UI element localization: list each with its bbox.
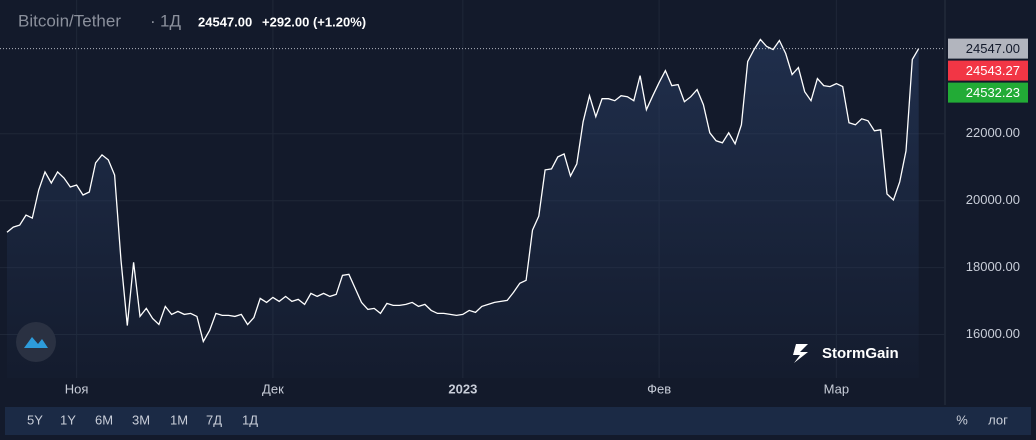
price-line	[6, 38, 920, 344]
range-button[interactable]: 1Д	[242, 412, 258, 427]
y-tick-label: 16000.00	[966, 326, 1020, 341]
y-tick-label: 22000.00	[966, 125, 1020, 140]
x-tick-label: Фев	[647, 381, 671, 396]
option-button[interactable]: лог	[988, 412, 1008, 427]
range-button[interactable]: 1Y	[60, 412, 76, 427]
price-tag	[948, 82, 1028, 103]
watermark: StormGain	[793, 344, 899, 363]
header-price: 24547.00	[198, 14, 252, 29]
toolbar	[5, 407, 1031, 435]
range-button[interactable]: 1M	[170, 412, 188, 427]
range-button[interactable]: 7Д	[206, 412, 222, 427]
dot: ·	[150, 11, 156, 30]
x-tick-label: Мар	[824, 381, 849, 396]
x-tick-label: Ноя	[65, 381, 89, 396]
price-tag-label: 24543.27	[966, 63, 1020, 78]
range-button[interactable]: 5Y	[27, 412, 43, 427]
range-button[interactable]: 3M	[132, 412, 150, 427]
range-button[interactable]: 6M	[95, 412, 113, 427]
title: Bitcoin/Tether	[18, 11, 121, 30]
header-change: +292.00 (+1.20%)	[262, 14, 366, 29]
y-tick-label: 18000.00	[966, 259, 1020, 274]
interval: 1Д	[160, 11, 181, 30]
price-tag-label: 24547.00	[966, 41, 1020, 56]
price-tag-label: 24532.23	[966, 85, 1020, 100]
watermark-text: StormGain	[822, 345, 899, 362]
y-tick-label: 20000.00	[966, 192, 1020, 207]
option-button[interactable]: %	[956, 412, 968, 427]
x-tick-label: 2023	[448, 381, 477, 396]
area	[7, 39, 919, 378]
logo-mark	[24, 337, 48, 348]
x-tick-label: Дек	[262, 381, 284, 396]
price-tag	[948, 38, 1028, 59]
logo-icon	[793, 344, 808, 363]
price-tag	[948, 60, 1028, 81]
